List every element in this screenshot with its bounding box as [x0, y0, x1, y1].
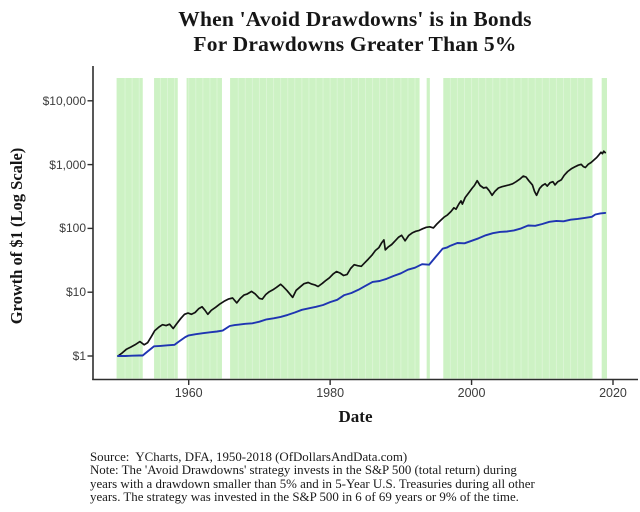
bond-period-band: [426, 78, 430, 379]
bond-period-band: [443, 78, 593, 379]
bond-period-band: [186, 78, 222, 379]
source-note-line: years. The strategy was invested in the …: [90, 490, 519, 505]
sp500-line: [117, 150, 607, 357]
bond-period-band: [601, 78, 607, 379]
bond-period-band: [154, 78, 178, 379]
source-note-line: Note: The 'Avoid Drawdowns' strategy inv…: [90, 463, 517, 478]
y-tick-label: $1,000: [49, 157, 86, 172]
y-tick-label: $1: [72, 349, 86, 363]
source-note-line: Source: YCharts, DFA, 1950-2018 (OfDolla…: [90, 450, 408, 464]
y-tick-label: $100: [59, 221, 86, 236]
x-tick-label: 1980: [316, 386, 345, 400]
source-note-line: years with a drawdown smaller than 5% an…: [90, 476, 535, 491]
x-tick-label: 1960: [174, 386, 203, 400]
chart-title: When 'Avoid Drawdowns' is in Bonds For D…: [80, 7, 630, 57]
y-tick-label: $10,000: [42, 93, 86, 108]
y-axis-title: Growth of $1 (Log Scale): [7, 147, 26, 325]
chart-title-line2: For Drawdowns Greater Than 5%: [193, 32, 517, 56]
bond-period-band: [116, 78, 143, 379]
x-axis-title: Date: [338, 407, 373, 426]
chart-title-line1: When 'Avoid Drawdowns' is in Bonds: [178, 7, 532, 31]
source-note: Source: YCharts, DFA, 1950-2018 (OfDolla…: [90, 450, 635, 505]
x-tick-label: 2000: [457, 386, 486, 400]
x-tick-label: 2020: [599, 386, 627, 400]
strategy-line: [117, 211, 607, 357]
bond-period-band: [230, 78, 420, 379]
y-tick-label: $10: [65, 285, 86, 300]
